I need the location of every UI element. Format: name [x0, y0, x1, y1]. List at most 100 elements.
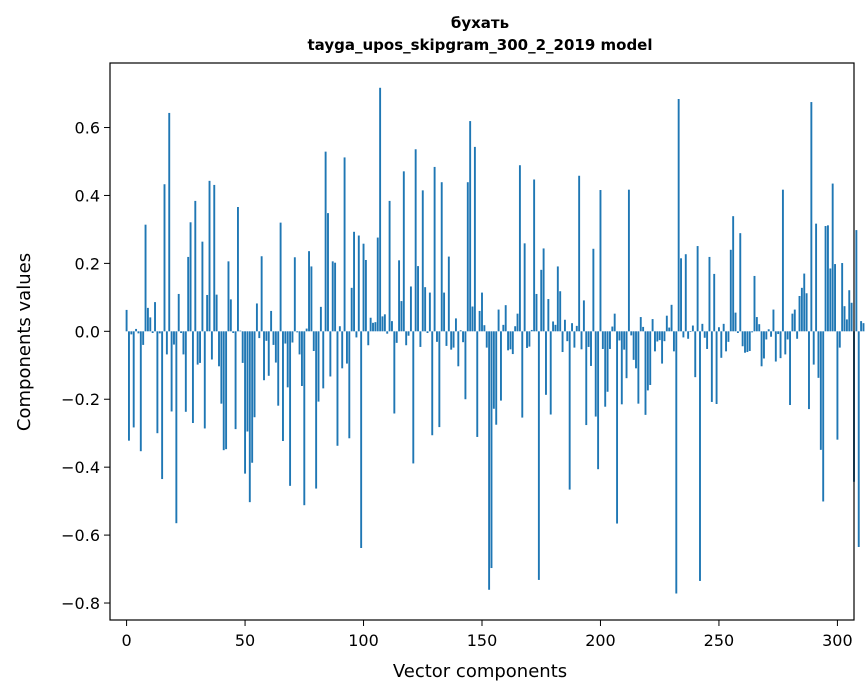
bar-88	[334, 262, 337, 332]
bar-300	[836, 331, 839, 440]
bar-128	[428, 292, 431, 332]
bar-220	[646, 331, 649, 391]
bar-151	[483, 325, 486, 332]
bar-210	[623, 331, 626, 350]
y-tick-label: −0.4	[61, 458, 100, 477]
bar-275	[777, 331, 780, 335]
bar-217	[639, 317, 642, 332]
bar-291	[815, 223, 818, 332]
bar-112	[391, 321, 393, 332]
bar-32	[201, 241, 204, 332]
bar-68	[286, 331, 289, 388]
chart-subtitle: tayga_upos_skipgram_300_2_2019 model	[308, 36, 653, 54]
bar-107	[379, 87, 382, 332]
bar-84	[324, 151, 327, 332]
bar-76	[305, 328, 308, 332]
bar-185	[563, 319, 566, 332]
bar-262	[746, 331, 749, 353]
bar-221	[649, 331, 652, 385]
bar-190	[575, 325, 578, 332]
bar-7	[142, 331, 145, 345]
bar-69	[289, 331, 292, 486]
bar-188	[571, 323, 573, 332]
bar-284	[798, 295, 801, 332]
bar-264	[751, 331, 754, 333]
bar-86	[329, 331, 332, 377]
bar-153	[488, 331, 491, 590]
bar-181	[554, 324, 557, 332]
bar-96	[353, 231, 355, 332]
bar-102	[367, 331, 370, 346]
bar-164	[514, 326, 517, 332]
bar-277	[781, 189, 784, 332]
bar-59	[265, 331, 268, 341]
bar-125	[421, 190, 424, 332]
bar-145	[469, 121, 472, 332]
bar-53	[251, 331, 254, 463]
chart-title: бухать	[451, 14, 509, 32]
bar-178	[547, 299, 550, 332]
bar-183	[559, 291, 562, 332]
bar-1	[128, 331, 130, 441]
bar-37	[213, 184, 216, 332]
bar-285	[800, 287, 803, 332]
bar-207	[616, 331, 619, 524]
bar-11	[151, 331, 154, 334]
bar-43	[227, 261, 230, 332]
bar-113	[393, 331, 396, 414]
bar-141	[459, 330, 462, 332]
bar-118	[405, 331, 408, 346]
bar-249	[715, 331, 718, 404]
bar-226	[661, 331, 664, 364]
bar-142	[462, 331, 464, 343]
bar-21	[175, 331, 178, 524]
bar-57	[260, 256, 263, 332]
bar-149	[478, 310, 481, 332]
bar-216	[637, 331, 640, 404]
bar-137	[450, 331, 453, 350]
bar-286	[803, 273, 806, 332]
y-tick-label: −0.6	[61, 526, 100, 545]
bar-16	[163, 184, 166, 332]
bar-310	[860, 321, 863, 332]
x-tick-label: 200	[585, 631, 616, 650]
bar-218	[642, 326, 645, 332]
bar-197	[592, 248, 595, 332]
bar-211	[625, 331, 628, 379]
bar-208	[618, 331, 621, 341]
y-axis-ticks: −0.8 −0.6 −0.4 −0.2 0.0 0.2 0.4 0.6	[61, 119, 110, 613]
bar-97	[355, 331, 358, 338]
bar-293	[819, 331, 822, 450]
bar-15	[161, 331, 164, 480]
bar-245	[706, 331, 709, 349]
bar-67	[284, 331, 287, 344]
bar-73	[298, 331, 301, 355]
bar-116	[400, 301, 403, 332]
bar-280	[789, 331, 791, 406]
bar-120	[409, 286, 412, 332]
bar-304	[845, 319, 848, 332]
bar-238	[689, 331, 692, 332]
bar-62	[272, 331, 275, 345]
bar-136	[447, 256, 450, 332]
bar-246	[708, 256, 711, 332]
bar-200	[599, 190, 602, 332]
bar-3	[132, 331, 135, 428]
bar-227	[663, 331, 666, 342]
bar-17	[165, 331, 168, 355]
bar-199	[597, 331, 600, 470]
bar-276	[779, 331, 782, 359]
bar-176	[542, 248, 545, 332]
bar-193	[582, 300, 585, 332]
bar-111	[388, 200, 391, 332]
bar-20	[173, 331, 175, 345]
bar-279	[786, 331, 789, 340]
y-tick-label: 0.2	[75, 254, 100, 273]
bar-92	[343, 157, 346, 332]
bar-104	[372, 322, 374, 332]
bar-155	[492, 331, 495, 409]
bar-162	[509, 331, 512, 350]
bar-115	[398, 260, 401, 332]
bar-47	[237, 207, 239, 332]
